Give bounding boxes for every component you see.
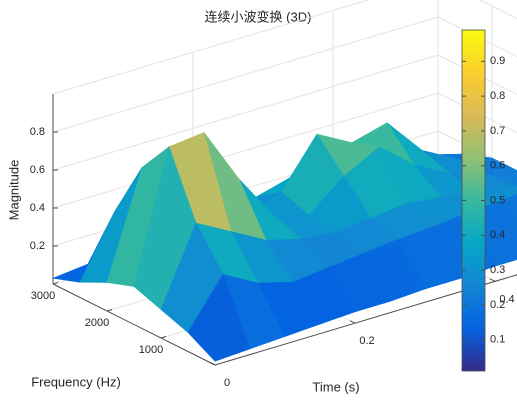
y-tick bbox=[106, 309, 113, 312]
x-tick bbox=[349, 320, 356, 324]
colorbar-tick-label: 0.5 bbox=[490, 194, 505, 206]
x-tick-label: 0 bbox=[224, 377, 230, 389]
x-tick bbox=[489, 278, 496, 282]
grid-line bbox=[52, 54, 439, 171]
x-tick-label: 0.4 bbox=[499, 293, 514, 305]
grid-line bbox=[52, 92, 439, 209]
x-tick-label: 0.2 bbox=[359, 335, 374, 347]
x-axis-label: Time (s) bbox=[312, 379, 359, 394]
y-tick bbox=[52, 282, 59, 285]
z-axis-label: Magnitude bbox=[6, 160, 21, 221]
z-tick-label: 0.4 bbox=[30, 202, 45, 214]
colorbar-tick-label: 0.8 bbox=[490, 90, 505, 102]
colorbar-tick-label: 0.1 bbox=[490, 334, 505, 346]
y-axis-label: Frequency (Hz) bbox=[31, 374, 121, 389]
box-edge bbox=[52, 0, 370, 95]
z-tick-label: 0.8 bbox=[30, 126, 45, 138]
grid-line bbox=[52, 16, 439, 133]
colorbar-tick-label: 0.2 bbox=[490, 299, 505, 311]
x-tick bbox=[209, 362, 216, 366]
z-tick-label: 0.6 bbox=[30, 164, 45, 176]
z-tick-label: 0.2 bbox=[30, 240, 45, 252]
y-tick-label: 1000 bbox=[139, 344, 163, 356]
colorbar-tick-label: 0.9 bbox=[490, 55, 505, 67]
surface-patch bbox=[187, 273, 251, 362]
x-axis bbox=[214, 274, 517, 366]
y-tick-label: 2000 bbox=[85, 317, 109, 329]
colorbar-tick-label: 0.4 bbox=[490, 229, 505, 241]
y-tick bbox=[160, 336, 167, 339]
colorbar-tick-label: 0.6 bbox=[490, 160, 505, 172]
y-tick-label: 3000 bbox=[31, 290, 55, 302]
colorbar-tick-label: 0.7 bbox=[490, 125, 505, 137]
chart-title: 连续小波变换 (3D) bbox=[205, 9, 312, 24]
colorbar-tick-label: 0.3 bbox=[490, 264, 505, 276]
y-axis bbox=[52, 283, 216, 366]
